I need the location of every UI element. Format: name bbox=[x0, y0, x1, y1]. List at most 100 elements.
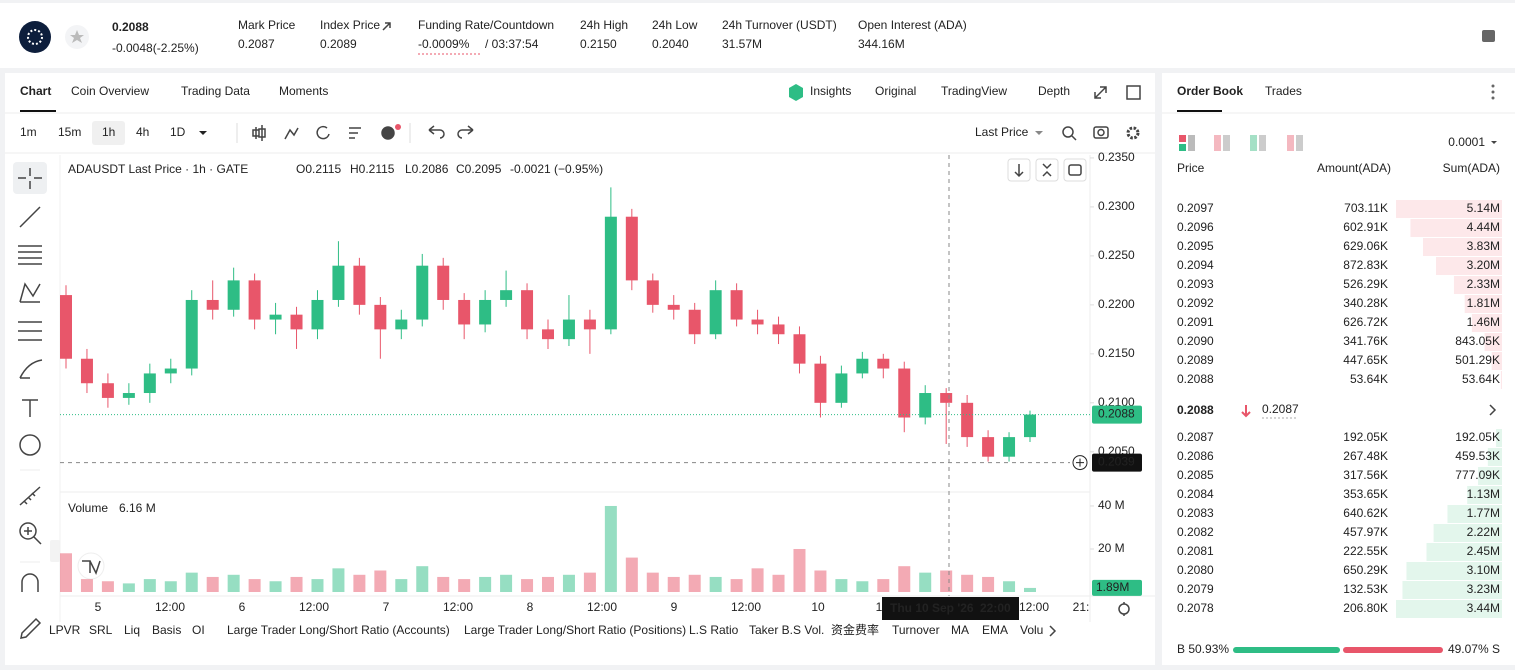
book-price[interactable]: 0.2092 bbox=[1177, 296, 1214, 310]
depth-bar bbox=[1423, 238, 1502, 256]
chart-tab[interactable]: Chart bbox=[20, 84, 51, 98]
fullscreen-icon[interactable] bbox=[1094, 86, 1107, 99]
book-price[interactable]: 0.2082 bbox=[1177, 525, 1214, 539]
y-tick-label: 0.2200 bbox=[1098, 297, 1135, 311]
interval-selected-bg bbox=[92, 121, 125, 145]
stat-label: Mark Price bbox=[238, 18, 296, 32]
view-tab[interactable]: Depth bbox=[1038, 84, 1070, 98]
volume-bar bbox=[835, 579, 848, 592]
book-sum: 3.10M bbox=[1467, 563, 1500, 577]
book-price[interactable]: 0.2078 bbox=[1177, 601, 1214, 615]
candle-body bbox=[751, 319, 764, 325]
candle-body bbox=[542, 329, 554, 340]
depth-bar bbox=[1447, 505, 1502, 523]
candle-body bbox=[206, 299, 219, 310]
indicator[interactable]: EMA bbox=[982, 623, 1008, 637]
book-tab[interactable]: Trades bbox=[1265, 84, 1302, 98]
volume-bar bbox=[395, 579, 408, 592]
volume-bar bbox=[269, 581, 282, 592]
interval[interactable]: 1m bbox=[20, 125, 37, 139]
indicator[interactable]: MA bbox=[951, 623, 969, 637]
tv-logo bbox=[77, 552, 105, 580]
indicator[interactable]: Taker B.S Vol. bbox=[749, 623, 824, 637]
collapse-button[interactable] bbox=[50, 540, 60, 562]
book-price[interactable]: 0.2080 bbox=[1177, 563, 1214, 577]
tick-size[interactable]: 0.0001 bbox=[1448, 135, 1485, 149]
candle-body bbox=[437, 265, 450, 300]
depth-bar bbox=[1433, 524, 1502, 542]
book-price[interactable]: 0.2084 bbox=[1177, 487, 1214, 501]
book-price[interactable]: 0.2094 bbox=[1177, 258, 1214, 272]
depth-bar bbox=[1500, 371, 1502, 389]
price-type[interactable]: Last Price bbox=[975, 125, 1029, 139]
interval[interactable]: 4h bbox=[136, 125, 149, 139]
stat-value: 0.2087 bbox=[238, 37, 275, 51]
book-price[interactable]: 0.2095 bbox=[1177, 239, 1214, 253]
candle-body bbox=[353, 265, 366, 305]
book-price[interactable]: 0.2096 bbox=[1177, 220, 1214, 234]
tv-logo-mark bbox=[82, 560, 101, 575]
book-price[interactable]: 0.2081 bbox=[1177, 544, 1214, 558]
interval[interactable]: 15m bbox=[58, 125, 81, 139]
book-price[interactable]: 0.2090 bbox=[1177, 334, 1214, 348]
interval[interactable]: 1h bbox=[102, 125, 115, 139]
chart-tab[interactable]: Moments bbox=[279, 84, 328, 98]
book-price[interactable]: 0.2089 bbox=[1177, 353, 1214, 367]
external-icon[interactable] bbox=[382, 22, 391, 31]
caret[interactable] bbox=[199, 131, 207, 135]
book-price[interactable]: 0.2086 bbox=[1177, 449, 1214, 463]
indicator[interactable]: Basis bbox=[152, 623, 181, 637]
volume-bar bbox=[583, 572, 596, 592]
settings-icon[interactable] bbox=[1118, 602, 1130, 616]
view-tab[interactable]: Insights bbox=[810, 84, 851, 98]
caret[interactable] bbox=[1035, 131, 1043, 135]
book-sum: 2.33M bbox=[1467, 277, 1500, 291]
volume-bar bbox=[919, 572, 932, 592]
book-amount: 192.05K bbox=[1343, 430, 1388, 444]
stat-value: 344.16M bbox=[858, 37, 905, 51]
indicator[interactable]: Large Trader Long/Short Ratio (Positions… bbox=[464, 623, 686, 637]
book-price[interactable]: 0.2093 bbox=[1177, 277, 1214, 291]
book-price[interactable]: 0.2079 bbox=[1177, 582, 1214, 596]
indicator[interactable]: LPVR bbox=[49, 623, 81, 637]
indicator[interactable]: Large Trader Long/Short Ratio (Accounts) bbox=[227, 623, 450, 637]
chevron[interactable] bbox=[1489, 404, 1497, 416]
crosshair-box bbox=[1092, 453, 1142, 472]
book-price[interactable]: 0.2088 bbox=[1177, 372, 1214, 386]
candle-body bbox=[688, 309, 701, 335]
more-indicators[interactable] bbox=[1049, 625, 1057, 637]
interval[interactable]: 1D bbox=[170, 125, 186, 139]
view-tab[interactable]: TradingView bbox=[941, 84, 1007, 98]
indicator[interactable]: L.S Ratio bbox=[689, 623, 739, 637]
chart-tab[interactable]: Coin Overview bbox=[71, 84, 149, 98]
book-price[interactable]: 0.2085 bbox=[1177, 468, 1214, 482]
indicator[interactable]: Volu bbox=[1020, 623, 1043, 637]
caret[interactable] bbox=[1491, 141, 1497, 144]
candle-body bbox=[290, 314, 303, 330]
candle-body bbox=[458, 299, 471, 325]
maximize-button[interactable] bbox=[1063, 158, 1087, 182]
book-price[interactable]: 0.2087 bbox=[1177, 430, 1214, 444]
down-arrow bbox=[1241, 405, 1251, 418]
candle-body bbox=[60, 295, 72, 359]
collapse-pane-button[interactable] bbox=[1035, 158, 1059, 182]
candle-body bbox=[416, 265, 429, 320]
candle-body bbox=[646, 280, 659, 305]
book-price[interactable]: 0.2097 bbox=[1177, 201, 1214, 215]
book-icon[interactable] bbox=[1482, 30, 1495, 42]
x-tick-label: 21: bbox=[1073, 600, 1090, 614]
coin-logo[interactable] bbox=[19, 21, 51, 53]
indicator[interactable]: Liq bbox=[124, 623, 140, 637]
window-icon[interactable] bbox=[1126, 85, 1141, 100]
book-tab[interactable]: Order Book bbox=[1177, 84, 1243, 98]
more-menu[interactable] bbox=[1491, 84, 1495, 100]
book-price[interactable]: 0.2091 bbox=[1177, 315, 1214, 329]
indicator[interactable]: 资金费率 bbox=[831, 622, 879, 637]
indicator[interactable]: OI bbox=[192, 623, 205, 637]
book-price[interactable]: 0.2083 bbox=[1177, 506, 1214, 520]
chart-tab[interactable]: Trading Data bbox=[181, 84, 250, 98]
indicator[interactable]: Turnover bbox=[892, 623, 940, 637]
view-tab[interactable]: Original bbox=[875, 84, 916, 98]
x-tick-label: 1 bbox=[876, 600, 883, 614]
indicator[interactable]: SRL bbox=[89, 623, 113, 637]
